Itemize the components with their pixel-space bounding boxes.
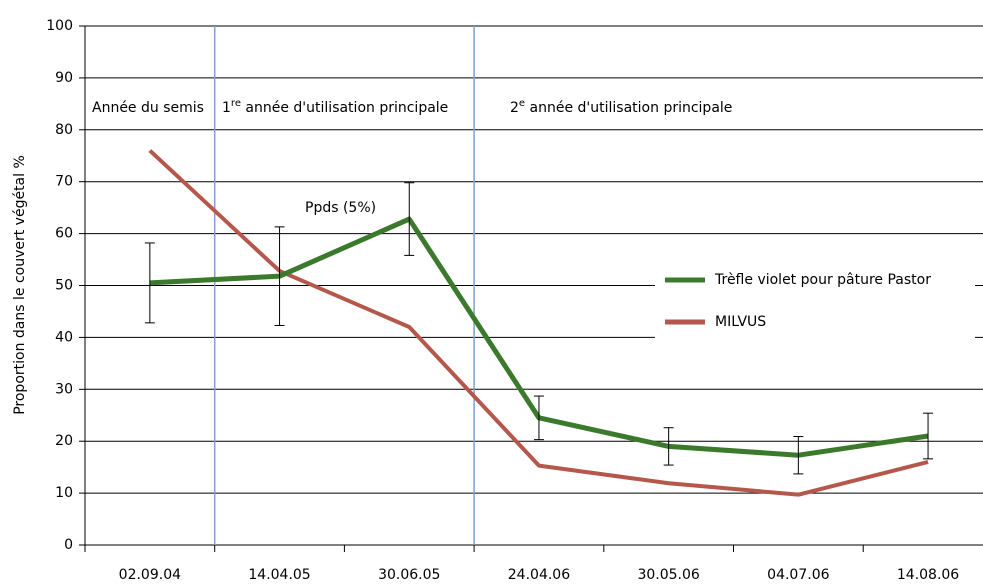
- x-tick-label: 02.09.04: [119, 567, 181, 583]
- x-tick-label: 14.04.05: [248, 567, 310, 583]
- region-number: 2: [510, 100, 519, 116]
- y-tick-label: 90: [55, 70, 73, 86]
- error-bar: [663, 427, 674, 466]
- error-bar: [533, 395, 544, 441]
- y-tick-label: 70: [55, 174, 73, 190]
- annotation: Ppds (5%): [305, 200, 376, 216]
- y-tick-label: 100: [46, 18, 73, 34]
- y-tick-label: 40: [55, 329, 73, 345]
- region-sup: re: [231, 98, 241, 109]
- x-tick-label: 30.06.05: [378, 567, 440, 583]
- error-bar: [404, 182, 415, 256]
- y-tick-label: 0: [64, 537, 73, 553]
- x-tick-label: 24.04.06: [508, 567, 570, 583]
- region-label: Année du semis: [92, 100, 204, 116]
- y-tick-label: 80: [55, 122, 73, 138]
- y-tick-label: 60: [55, 226, 73, 242]
- error-bar: [793, 436, 804, 475]
- y-tick-label: 20: [55, 433, 73, 449]
- x-tick-label: 30.05.06: [637, 567, 699, 583]
- error-bar: [144, 242, 155, 324]
- plot: 0 10 20 30 40 50 60 70 80 90 100 02.09.04 14.04.05 30…: [46, 18, 983, 583]
- y-tick-label: 50: [55, 278, 73, 294]
- region-text: année d'utilisation principale: [241, 100, 448, 116]
- error-bar: [923, 412, 934, 460]
- legend-label: Trèfle violet pour pâture Pastor: [714, 272, 931, 288]
- y-tick-label: 30: [55, 381, 73, 397]
- region-text: année d'utilisation principale: [525, 100, 732, 116]
- y-tick-label: 10: [55, 485, 73, 501]
- region-number: 1: [222, 100, 231, 116]
- region-sup: e: [519, 98, 525, 109]
- y-axis-label: Proportion dans le couvert végétal %: [12, 155, 28, 415]
- legend-label: MILVUS: [715, 314, 766, 330]
- x-tick-label: 14.08.06: [897, 567, 959, 583]
- region-label: 1re année d'utilisation principale: [222, 98, 448, 116]
- error-bar: [274, 226, 285, 326]
- legend: [655, 255, 975, 345]
- x-tick-label: 04.07.06: [767, 567, 829, 583]
- region-label: 2e année d'utilisation principale: [510, 98, 732, 116]
